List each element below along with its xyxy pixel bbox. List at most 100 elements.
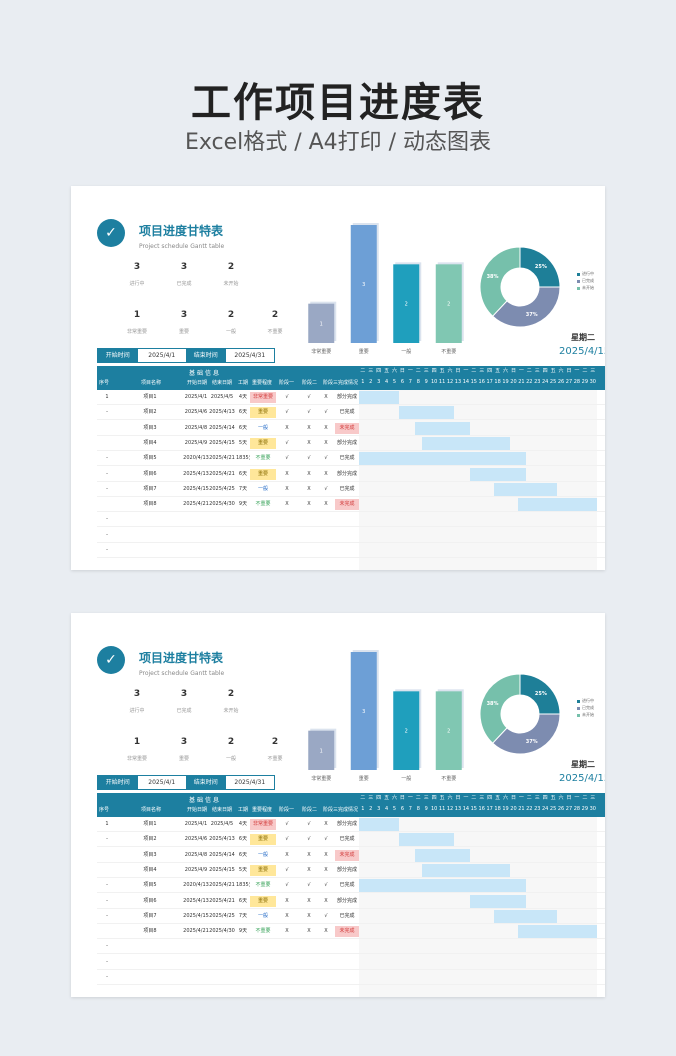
stat-status-2: 2 未开始	[213, 262, 249, 287]
table-row[interactable]: -	[97, 543, 605, 558]
stat-status-0: 3 进行中	[119, 689, 155, 714]
column-header: 项目名称	[141, 380, 162, 386]
table-row[interactable]: 1 项目1 2025/4/1 2025/4/5 4天 非常重要 √ √ X 部分完成	[97, 390, 605, 405]
column-header: 结束日期	[212, 380, 233, 386]
day-number-cell: 2	[369, 806, 373, 812]
table-row[interactable]: 1 项目1 2025/4/1 2025/4/5 4天 非常重要 √ √ X 部分完成	[97, 817, 605, 832]
donut-percent-label: 37%	[526, 739, 538, 745]
table-row[interactable]: 项目4 2025/4/9 2025/4/15 5天 重要 √ X X 部分完成	[97, 436, 605, 451]
table-row[interactable]: 项目3 2025/4/8 2025/4/14 6天 一般 X X X 未完成	[97, 848, 605, 863]
importance-tag: 重要	[250, 834, 276, 846]
stat-label: 非常重要	[126, 329, 147, 335]
weekday-cell: 日	[455, 795, 461, 801]
column-header: 阶段二	[302, 807, 318, 813]
table-cell: 9天	[238, 501, 248, 508]
importance-tag: 不重要	[255, 882, 271, 889]
table-cell: 6天	[238, 409, 248, 416]
table-row[interactable]: - 项目7 2025/4/15 2025/4/25 7天 一般 X X √ 已完成	[97, 909, 605, 924]
stat-value: 3	[180, 262, 188, 272]
bar-category-label: 非常重要	[311, 775, 331, 782]
table-cell: 6天	[238, 424, 248, 431]
table-row[interactable]: -	[97, 512, 605, 528]
bar-非常重要	[308, 303, 335, 343]
table-cell: 2025/4/25	[209, 485, 235, 492]
end-value[interactable]: 2025/4/31	[225, 349, 274, 362]
status-tag: 未完成	[335, 849, 359, 861]
status-tag: 部分完成	[336, 821, 357, 827]
stat-label: 已完成	[176, 708, 192, 714]
weekday-cell: 五	[384, 368, 390, 374]
bar-一般	[393, 691, 420, 770]
stat-value: 2	[227, 310, 235, 320]
weekday-cell: 四	[542, 368, 548, 374]
day-number-cell: 3	[377, 806, 381, 812]
table-cell: 1835天	[236, 882, 250, 889]
table-cell: 2025/4/13	[209, 409, 235, 416]
table-cell: -	[106, 836, 108, 843]
table-cell: 2025/4/15	[183, 485, 209, 492]
legend-item: 已完成	[577, 704, 594, 711]
donut-percent-label: 25%	[535, 264, 547, 270]
weekday-cell: 三	[423, 795, 429, 801]
table-cell: -	[106, 897, 108, 904]
donut-percent-label: 38%	[487, 701, 499, 707]
weekday-cell: 一	[407, 368, 413, 374]
bar-value-label: 1	[320, 748, 323, 754]
gantt-body: 1 项目1 2025/4/1 2025/4/5 4天 非常重要 √ √ X 部分完成 - 项目2 202…	[97, 390, 605, 570]
table-row[interactable]: - 项目2 2025/4/6 2025/4/13 6天 重要 √ √ √ 已完成	[97, 832, 605, 848]
day-number-cell: 9	[424, 379, 428, 385]
gantt-bar	[493, 909, 558, 923]
table-cell: X	[307, 866, 311, 873]
legend-label: 未开始	[582, 712, 594, 717]
table-row[interactable]: -	[97, 939, 605, 955]
table-row[interactable]: - 项目7 2025/4/15 2025/4/25 7天 一般 X X √ 已完成	[97, 482, 605, 497]
day-number-cell: 17	[486, 379, 493, 385]
stat-value: 2	[271, 737, 279, 747]
table-cell: 项目8	[143, 928, 157, 935]
page-subtitle: Excel格式 / A4打印 / 动态图表	[184, 130, 492, 155]
table-row[interactable]: 项目8 2025/4/21 2025/4/30 9天 不重要 X X X 未完成	[97, 497, 605, 513]
donut-legend: 进行中 已完成 未开始	[577, 697, 594, 718]
table-row[interactable]: - 项目2 2025/4/6 2025/4/13 6天 重要 √ √ √ 已完成	[97, 405, 605, 421]
start-value[interactable]: 2025/4/1	[137, 349, 186, 362]
importance-tag: 非常重要	[250, 819, 276, 830]
importance-tag: 重要	[250, 407, 276, 419]
table-cell: 2025/4/1	[184, 394, 208, 400]
table-row[interactable]: 项目8 2025/4/21 2025/4/30 9天 不重要 X X X 未完成	[97, 924, 605, 940]
table-row[interactable]: 项目3 2025/4/8 2025/4/14 6天 一般 X X X 未完成	[97, 421, 605, 436]
start-value[interactable]: 2025/4/1	[137, 776, 186, 789]
stat-importance-0: 1 非常重要	[119, 737, 155, 762]
bar-value-label: 3	[362, 282, 365, 288]
status-tag: 未完成	[335, 926, 359, 938]
day-number-cell: 7	[408, 806, 412, 812]
table-row[interactable]: 项目4 2025/4/9 2025/4/15 5天 重要 √ X X 部分完成	[97, 863, 605, 878]
stat-label: 一般	[225, 756, 236, 762]
weekday-cell: 六	[503, 368, 509, 374]
status-tag: 已完成	[339, 455, 355, 462]
weekday-cell: 二	[471, 795, 477, 801]
table-cell: X	[285, 470, 289, 477]
weekday-cell: 一	[518, 795, 524, 801]
table-row[interactable]: -	[97, 955, 605, 970]
table-cell: 2025/4/21	[183, 501, 209, 508]
day-number-cell: 30	[589, 379, 596, 385]
page-title: 工作项目进度表	[191, 80, 485, 126]
gantt-header: 基础信息 序号 项目名称 开始日期 结束日期 工期 重要程度 阶段一 阶段二 阶段三 完成情况二 1 三…	[97, 366, 605, 390]
weekday-cell: 三	[423, 368, 429, 374]
day-number-cell: 10	[430, 806, 438, 812]
table-row[interactable]: - 项目6 2025/4/13 2025/4/21 6天 重要 X X X 部分完成	[97, 894, 605, 909]
table-row[interactable]: -	[97, 528, 605, 543]
table-cell: -	[106, 470, 108, 477]
table-row[interactable]: - 项目6 2025/4/13 2025/4/21 6天 重要 X X X 部分完成	[97, 467, 605, 482]
table-cell: 2025/4/15	[209, 866, 235, 873]
table-cell: -	[106, 531, 108, 538]
table-cell: -	[106, 943, 108, 950]
day-number-cell: 28	[573, 379, 581, 385]
column-header: 阶段一	[279, 380, 295, 386]
table-cell: 1	[105, 821, 109, 827]
table-row[interactable]: -	[97, 970, 605, 985]
table-cell: √	[285, 821, 289, 827]
end-value[interactable]: 2025/4/31	[225, 776, 274, 789]
